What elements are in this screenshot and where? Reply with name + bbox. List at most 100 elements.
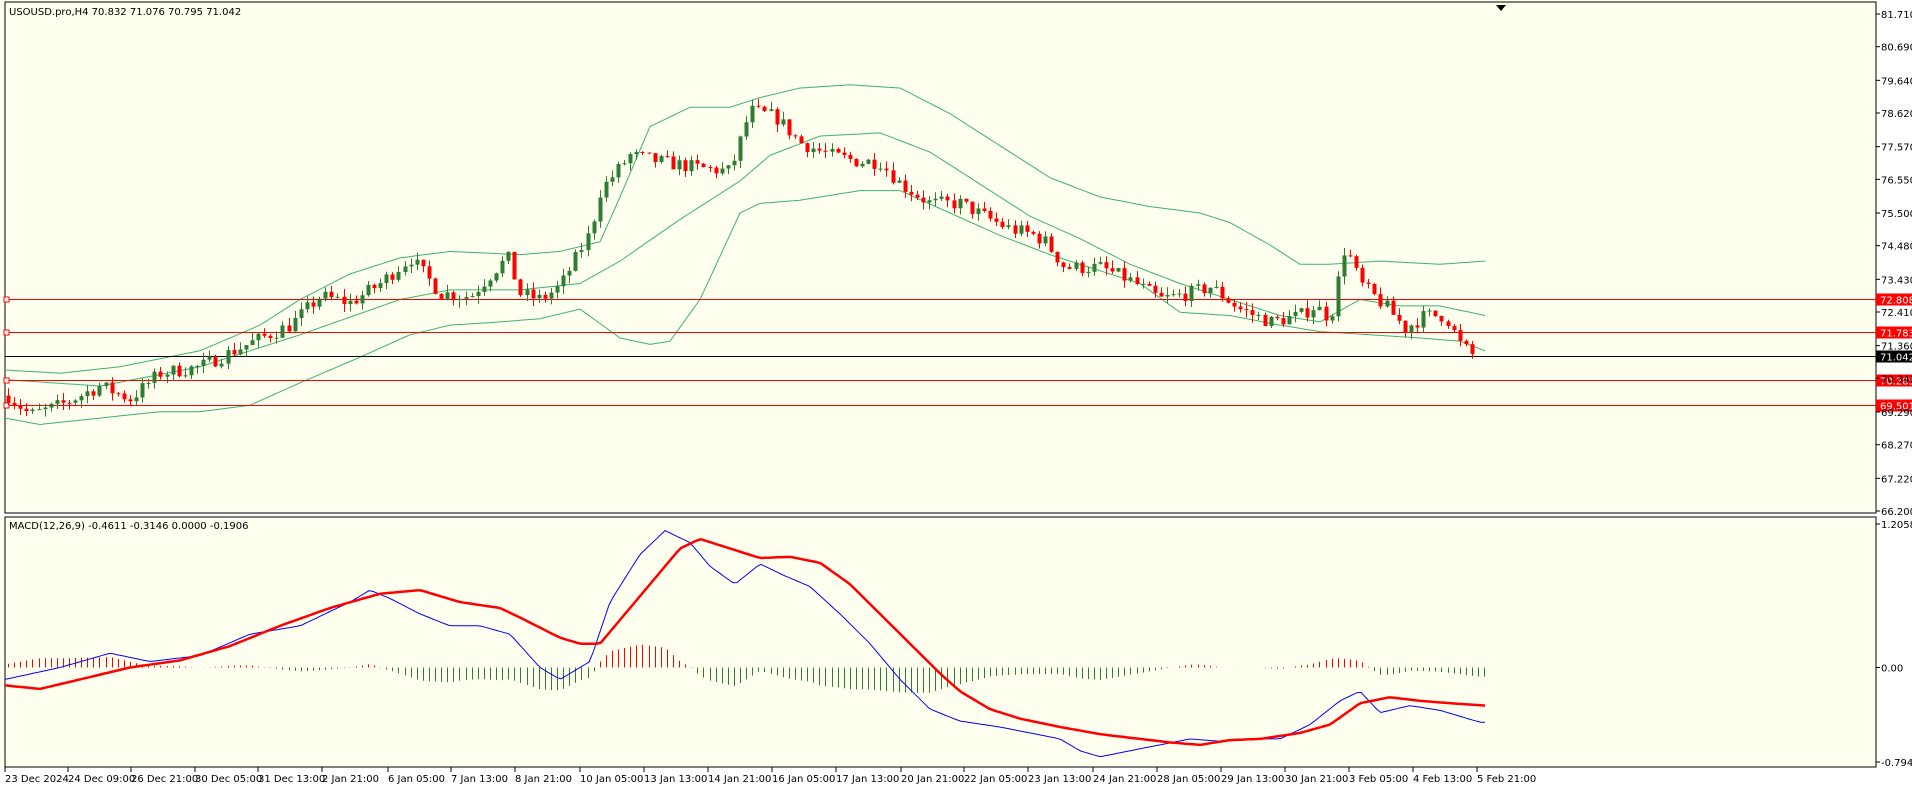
candle-body	[848, 154, 853, 159]
candle-body	[457, 298, 462, 300]
candle-body	[1464, 340, 1469, 345]
candle-body	[756, 105, 761, 107]
candle-body	[1427, 310, 1432, 312]
price-tag	[1876, 326, 1912, 339]
candle-body	[195, 365, 200, 367]
candle-body	[976, 208, 981, 215]
candle-body	[1238, 306, 1243, 310]
candle-body	[823, 150, 828, 152]
candle-body	[1354, 256, 1359, 268]
candle-body	[1287, 316, 1292, 325]
candle-body	[1421, 311, 1426, 328]
candle-body	[1385, 300, 1390, 307]
candle-body	[1116, 268, 1121, 272]
time-tick-label: 22 Jan 05:00	[964, 774, 1027, 785]
candle-body	[409, 264, 414, 267]
candle-body	[744, 122, 749, 137]
time-tick-label: 28 Jan 05:00	[1157, 774, 1220, 785]
candle-body	[659, 156, 664, 163]
time-tick-label: 13 Jan 13:00	[644, 774, 707, 785]
candle-body	[171, 365, 176, 375]
candle-body	[439, 293, 444, 299]
macd-panel-frame	[4, 516, 1877, 768]
price-tick-label: 78.620	[1881, 109, 1912, 120]
price-tag-label: 72.808	[1880, 296, 1912, 307]
macd-label: MACD(12,26,9) -0.4611 -0.3146 0.0000 -0.…	[9, 521, 248, 532]
candle-body	[116, 393, 121, 395]
line-anchor-handle[interactable]	[3, 296, 10, 303]
candle-body	[1183, 293, 1188, 301]
candle-body	[335, 296, 340, 298]
candle-body	[1049, 236, 1054, 252]
candle-body	[1104, 262, 1109, 269]
candle-body	[1171, 294, 1176, 296]
candle-body	[1452, 326, 1457, 331]
candle-body	[970, 201, 975, 215]
price-tag	[1876, 293, 1912, 306]
candle-body	[1293, 311, 1298, 317]
time-tick-label: 16 Jan 05:00	[772, 774, 835, 785]
main-chart-background[interactable]	[0, 0, 1876, 513]
candle-body	[616, 164, 621, 178]
candle-body	[714, 167, 719, 174]
line-anchor-handle[interactable]	[3, 402, 10, 409]
candle-body	[561, 275, 566, 287]
candle-body	[1080, 262, 1085, 273]
price-tag	[1876, 399, 1912, 412]
candle-body	[1446, 321, 1451, 327]
candle-body	[653, 153, 658, 163]
candle-body	[781, 119, 786, 125]
candle-body	[238, 349, 243, 355]
time-tick-label: 4 Feb 13:00	[1413, 774, 1472, 785]
candle-body	[628, 154, 633, 164]
candle-body	[1366, 282, 1371, 284]
time-tick-label: 31 Dec 13:00	[258, 774, 325, 785]
candle-body	[567, 270, 572, 276]
price-tag-label: 71.783	[1880, 329, 1912, 340]
candle-body	[793, 135, 798, 137]
candle-body	[518, 279, 523, 296]
line-anchor-handle[interactable]	[3, 329, 10, 336]
candle-body	[1086, 271, 1091, 273]
line-anchor-handle[interactable]	[3, 377, 10, 384]
candle-body	[451, 292, 456, 300]
candle-body	[482, 286, 487, 292]
candle-body	[549, 292, 554, 299]
candle-body	[1067, 267, 1072, 269]
candle-body	[207, 356, 212, 360]
price-tick-label: 68.270	[1881, 441, 1912, 452]
candle-body	[91, 391, 96, 396]
candle-body	[1055, 251, 1060, 263]
candle-body	[1269, 316, 1274, 327]
candle-body	[372, 284, 377, 289]
candle-body	[1092, 263, 1097, 272]
macd-histogram	[8, 644, 1485, 693]
candle-body	[244, 345, 249, 350]
candle-body	[299, 309, 304, 318]
candle-body	[445, 292, 450, 299]
candle-body	[140, 383, 145, 398]
candle-body	[1061, 262, 1066, 268]
candle-body	[274, 337, 279, 339]
candle-body	[1433, 310, 1438, 317]
candle-body	[1214, 286, 1219, 288]
candle-body	[586, 233, 591, 251]
candle-body	[665, 156, 670, 158]
macd-panel-background[interactable]	[0, 517, 1876, 766]
shift-marker-icon[interactable]	[1496, 5, 1506, 11]
price-tick-label: 69.290	[1881, 408, 1912, 419]
candle-body	[640, 152, 645, 154]
candle-body	[1232, 302, 1237, 307]
candle-body	[366, 284, 371, 296]
candle-body	[634, 152, 639, 155]
candle-body	[470, 296, 475, 298]
candle-body	[146, 382, 151, 384]
candle-body	[201, 359, 206, 366]
time-tick-label: 14 Jan 21:00	[708, 774, 771, 785]
current-price-tag	[1876, 350, 1912, 363]
price-tick-label: 76.550	[1881, 175, 1912, 186]
horizontal-lines[interactable]: 72.808 71.783 70.285 69.501 71.042	[3, 293, 1912, 413]
time-tick-label: 30 Jan 21:00	[1285, 774, 1348, 785]
candle-body	[1208, 287, 1213, 294]
